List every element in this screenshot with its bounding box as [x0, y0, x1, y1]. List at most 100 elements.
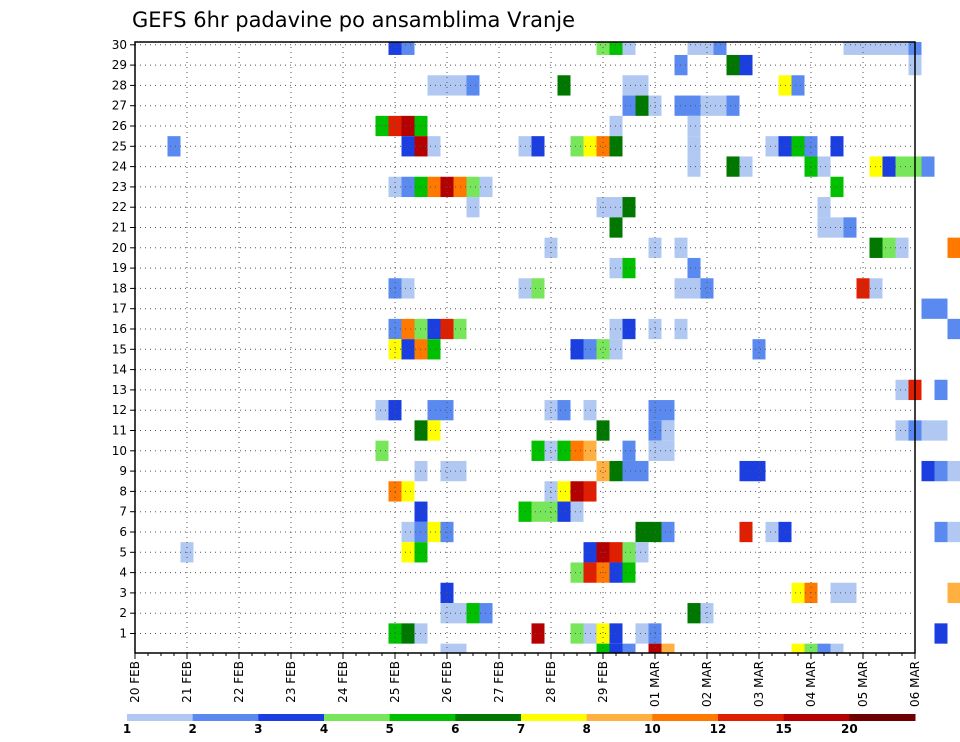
- heatmap-cell: [661, 643, 675, 653]
- heatmap-cell: [661, 420, 675, 441]
- heatmap-cell: [765, 136, 779, 157]
- heatmap-cell: [622, 440, 636, 461]
- heatmap-cell: [687, 603, 701, 624]
- heatmap-cell: [700, 95, 714, 116]
- heatmap-cell: [596, 420, 610, 441]
- heatmap-cell: [791, 582, 805, 604]
- heatmap-cell: [661, 521, 675, 543]
- heatmap-cell: [531, 136, 545, 157]
- y-tick-label: 16: [112, 322, 127, 336]
- heatmap-cell: [596, 643, 610, 653]
- heatmap-cell: [895, 420, 909, 441]
- heatmap-cell: [388, 42, 402, 55]
- heatmap-cell: [622, 42, 636, 55]
- heatmap-cell: [713, 42, 727, 55]
- colorbar-segment: [258, 714, 325, 721]
- y-tick-label: 26: [112, 119, 127, 133]
- heatmap-cell: [635, 95, 649, 116]
- colorbar: 1 2 3 4 5 6 7 8 10 12 15 20: [123, 714, 916, 736]
- heatmap-cell: [531, 501, 545, 522]
- heatmap-cell: [375, 440, 389, 461]
- heatmap-cell: [440, 400, 454, 421]
- x-tick-label: 21 FEB: [180, 661, 194, 703]
- heatmap-cell: [947, 582, 960, 604]
- heatmap-cell: [427, 318, 441, 340]
- y-axis-ticks: 1234567891011121314151617181920212223242…: [112, 38, 135, 641]
- heatmap-cell: [817, 643, 831, 653]
- colorbar-label: 20: [841, 722, 858, 736]
- colorbar-label: 7: [517, 722, 525, 736]
- heatmap-cell: [531, 440, 545, 461]
- heatmap-cell: [947, 460, 960, 482]
- colorbar-label: 1: [123, 722, 131, 736]
- y-tick-label: 28: [112, 78, 127, 92]
- heatmap-cell: [934, 298, 948, 319]
- heatmap-cell: [947, 237, 960, 258]
- x-tick-label: 03 MAR: [752, 661, 766, 707]
- heatmap-cell: [570, 623, 584, 644]
- colorbar-label: 15: [775, 722, 792, 736]
- heatmap-cell: [726, 95, 740, 116]
- heatmap-cell: [830, 217, 844, 238]
- heatmap-cell: [453, 643, 467, 653]
- heatmap-cell: [895, 42, 909, 55]
- heatmap-cell: [440, 460, 454, 482]
- plot-frame: [134, 41, 916, 654]
- heatmap-cell: [635, 623, 649, 644]
- y-tick-label: 27: [112, 99, 127, 113]
- heatmap-cell: [687, 278, 701, 299]
- heatmap-cell: [440, 318, 454, 340]
- heatmap-cell: [700, 42, 714, 55]
- heatmap-cell: [427, 176, 441, 198]
- heatmap-cell: [830, 136, 844, 157]
- heatmap-cell: [830, 582, 844, 604]
- heatmap-cell: [895, 156, 909, 177]
- heatmap-cell: [921, 460, 935, 482]
- heatmap-cell: [401, 176, 415, 198]
- x-tick-label: 05 MAR: [856, 661, 870, 707]
- heatmap-cell: [622, 562, 636, 583]
- heatmap-cell: [401, 136, 415, 157]
- y-tick-label: 22: [112, 200, 127, 214]
- y-tick-label: 6: [119, 525, 127, 539]
- heatmap-cell: [466, 197, 480, 218]
- colorbar-segment: [127, 714, 194, 721]
- heatmap-cell: [700, 278, 714, 299]
- heatmap-cell: [687, 257, 701, 279]
- heatmap-cell: [570, 481, 584, 502]
- x-tick-label: 26 FEB: [440, 661, 454, 703]
- y-tick-label: 8: [119, 484, 127, 498]
- x-axis-ticks: 20 FEB 21 FEB 22 FEB 23 FEB 24 FEB 25 FEB 26 F…: [128, 653, 922, 707]
- heatmap-cell: [791, 643, 805, 653]
- colorbar-label: 4: [320, 722, 328, 736]
- colorbar-segment: [652, 714, 719, 721]
- heatmap-cell: [440, 75, 454, 96]
- y-tick-label: 13: [112, 383, 127, 397]
- colorbar-segment: [455, 714, 522, 721]
- heatmap-cell: [427, 420, 441, 441]
- heatmap-cell: [596, 623, 610, 644]
- colorbar-label: 6: [451, 722, 459, 736]
- heatmap-cell: [830, 643, 844, 653]
- heatmap-cell: [401, 42, 415, 55]
- heatmap-cell: [934, 623, 948, 644]
- heatmap-cell: [635, 75, 649, 96]
- heatmap-cell: [882, 237, 896, 258]
- heatmap-cell: [375, 115, 389, 137]
- y-tick-label: 10: [112, 444, 127, 458]
- heatmap-cell: [791, 136, 805, 157]
- y-tick-label: 9: [119, 464, 127, 478]
- heatmap-cell: [427, 75, 441, 96]
- heatmap-cell: [635, 542, 649, 563]
- heatmap-cell: [401, 278, 415, 299]
- colorbar-label: 5: [385, 722, 393, 736]
- y-tick-label: 18: [112, 281, 127, 295]
- heatmap-cell: [752, 339, 766, 360]
- heatmap-cell: [726, 54, 740, 76]
- heatmap-cell: [635, 521, 649, 543]
- heatmap-cell: [375, 400, 389, 421]
- heatmap-cell: [856, 42, 870, 55]
- heatmap-cell: [622, 197, 636, 218]
- colorbar-segment: [783, 714, 850, 721]
